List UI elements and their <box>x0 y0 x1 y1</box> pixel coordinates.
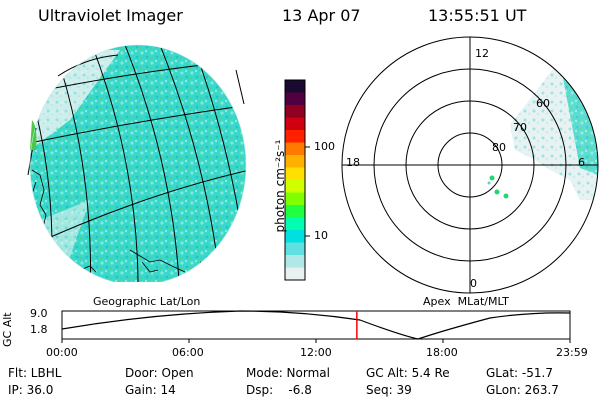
colorbar-swatch <box>285 230 305 243</box>
colorbar-swatch <box>285 217 305 231</box>
mode-status: Mode: Normal <box>246 366 330 380</box>
date-label: 13 Apr 07 <box>282 6 361 25</box>
alt-xtick-0: 00:00 <box>46 346 78 359</box>
colorbar-swatch <box>285 205 305 218</box>
alt-xtick-2: 12:00 <box>300 346 332 359</box>
mlat-60-label: 60 <box>536 97 550 110</box>
colorbar-frame <box>284 79 306 281</box>
gain-status: Gain: 14 <box>125 383 176 397</box>
altitude-plot <box>61 310 571 343</box>
glon-status: GLon: 263.7 <box>486 383 559 397</box>
seq-status: Seq: 39 <box>366 383 412 397</box>
apex-polar-plot <box>341 36 599 294</box>
mlt-12-label: 12 <box>475 47 489 60</box>
mlat-80-label: 80 <box>492 141 506 154</box>
mlt-6-label: 6 <box>578 156 585 169</box>
colorbar-swatch <box>285 105 305 118</box>
alt-ylabel: GC Alt <box>1 312 14 347</box>
glat-status: GLat: -51.7 <box>486 366 553 380</box>
alt-xtick-3: 18:00 <box>426 346 458 359</box>
colorbar-swatch <box>285 142 305 156</box>
alt-xtick-4: 23:59 <box>556 346 588 359</box>
colorbar-swatch <box>285 117 305 131</box>
colorbar-swatch <box>285 130 305 143</box>
filter-status: Flt: LBHL <box>8 366 62 380</box>
apex-label: Apex MLat/MLT <box>423 295 509 308</box>
time-label: 13:55:51 UT <box>428 6 527 25</box>
mlt-18-label: 18 <box>346 156 360 169</box>
geographic-label: Geographic Lat/Lon <box>93 295 201 308</box>
colorbar-swatch <box>285 155 305 168</box>
gc-alt-status: GC Alt: 5.4 Re <box>366 366 450 380</box>
colorbar-label: photon cm⁻²s⁻¹ <box>273 139 287 233</box>
colorbar-tick-10: 10 <box>314 229 328 242</box>
colorbar-swatch <box>285 80 305 93</box>
colorbar-swatch <box>285 180 305 193</box>
colorbar-swatch <box>285 167 305 181</box>
colorbar-swatch <box>285 92 305 106</box>
colorbar <box>285 80 305 281</box>
mlt-0-label: 0 <box>470 277 477 290</box>
alt-ymax: 9.0 <box>30 307 48 320</box>
colorbar-swatch <box>285 242 305 256</box>
ip-status: IP: 36.0 <box>8 383 54 397</box>
colorbar-swatch <box>285 267 305 281</box>
instrument-title: Ultraviolet Imager <box>38 6 183 25</box>
alt-ymin: 1.8 <box>30 323 48 336</box>
alt-xtick-1: 06:00 <box>172 346 204 359</box>
colorbar-swatch <box>285 255 305 268</box>
colorbar-tick-100: 100 <box>314 140 335 153</box>
colorbar-swatch <box>285 192 305 206</box>
dsp-status: Dsp: -6.8 <box>246 383 312 397</box>
door-status: Door: Open <box>125 366 194 380</box>
geographic-image <box>27 44 247 282</box>
mlat-70-label: 70 <box>513 121 527 134</box>
